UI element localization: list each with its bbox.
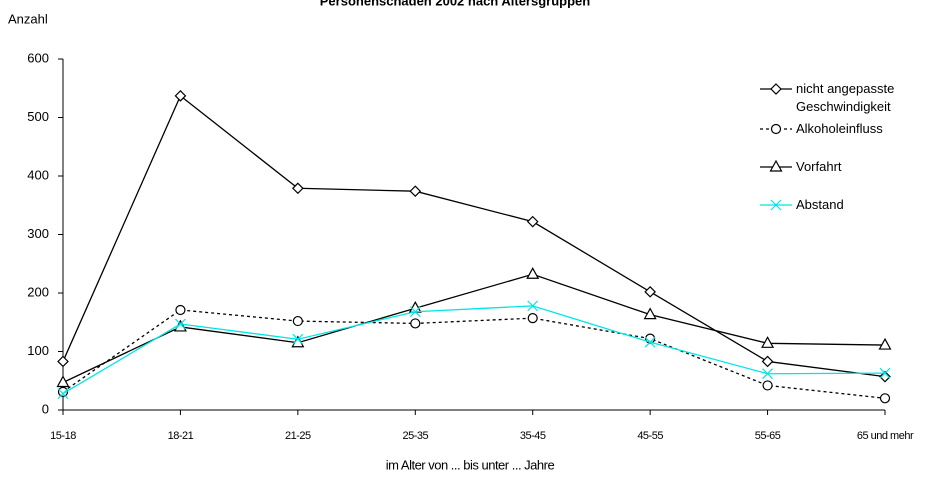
y-tick-label: 100 <box>27 343 49 358</box>
data-point <box>56 375 70 388</box>
x-tick-label: 35-45 <box>520 430 546 442</box>
data-point <box>57 355 69 368</box>
chart-title: Personenschäden 2002 nach Altersgruppen <box>320 0 591 8</box>
y-axis-label: Anzahl <box>8 11 48 26</box>
y-tick-label: 400 <box>27 167 49 182</box>
x-tick-label: 15-18 <box>50 430 76 442</box>
legend-entry: Vorfahrt <box>796 159 842 174</box>
legend-marker <box>769 159 783 172</box>
series-line <box>62 305 886 395</box>
data-point <box>879 393 891 404</box>
data-point <box>527 300 539 312</box>
data-point <box>409 185 422 198</box>
data-point <box>527 313 538 324</box>
data-point <box>644 336 656 348</box>
data-point <box>762 380 773 391</box>
data-point <box>762 368 773 380</box>
data-point <box>879 370 891 383</box>
x-axis-label: im Alter von ... bis unter ... Jahre <box>386 457 555 472</box>
y-tick-label: 600 <box>27 50 49 65</box>
data-point <box>174 90 187 102</box>
data-point <box>410 318 421 329</box>
legend-marker <box>770 199 782 211</box>
y-tick-label: 500 <box>27 109 49 124</box>
data-point <box>526 267 540 279</box>
x-tick-label: 21-25 <box>285 430 311 442</box>
data-point <box>644 285 656 298</box>
legend-marker <box>770 123 782 135</box>
legend-label: Alkoholeinfluss <box>796 121 883 136</box>
data-point <box>292 315 303 327</box>
x-tick-label: 25-35 <box>402 430 428 442</box>
legend-entry: Alkoholeinfluss <box>796 121 883 136</box>
data-point <box>643 307 657 320</box>
data-point <box>292 182 304 195</box>
data-point <box>175 304 186 316</box>
series-line <box>62 273 886 384</box>
legend-marker <box>770 83 782 95</box>
y-tick-label: 0 <box>42 401 49 416</box>
data-point <box>57 386 69 397</box>
series-line <box>62 94 886 378</box>
legend-label: Abstand <box>796 197 844 212</box>
y-tick-label: 200 <box>27 284 49 299</box>
x-tick-label: 55-65 <box>755 430 781 442</box>
data-point <box>526 215 539 228</box>
data-point <box>761 336 775 348</box>
data-point <box>761 355 774 368</box>
legend-entry: Abstand <box>796 197 844 212</box>
legend-entry: nicht angepasste Geschwindigkeit <box>796 81 895 114</box>
data-point <box>879 367 891 379</box>
series-line <box>62 309 886 399</box>
legend-label: nicht angepasste Geschwindigkeit <box>796 81 895 114</box>
x-tick-label: 45-55 <box>637 430 663 442</box>
x-tick-label: 65 und mehr <box>857 430 914 442</box>
data-point <box>175 318 186 330</box>
y-tick-label: 300 <box>27 226 49 241</box>
data-point <box>409 306 421 318</box>
data-point <box>57 388 69 400</box>
legend-label: Vorfahrt <box>796 159 842 174</box>
data-point <box>878 337 892 350</box>
x-tick-label: 18-21 <box>168 430 194 442</box>
data-point <box>292 333 304 345</box>
